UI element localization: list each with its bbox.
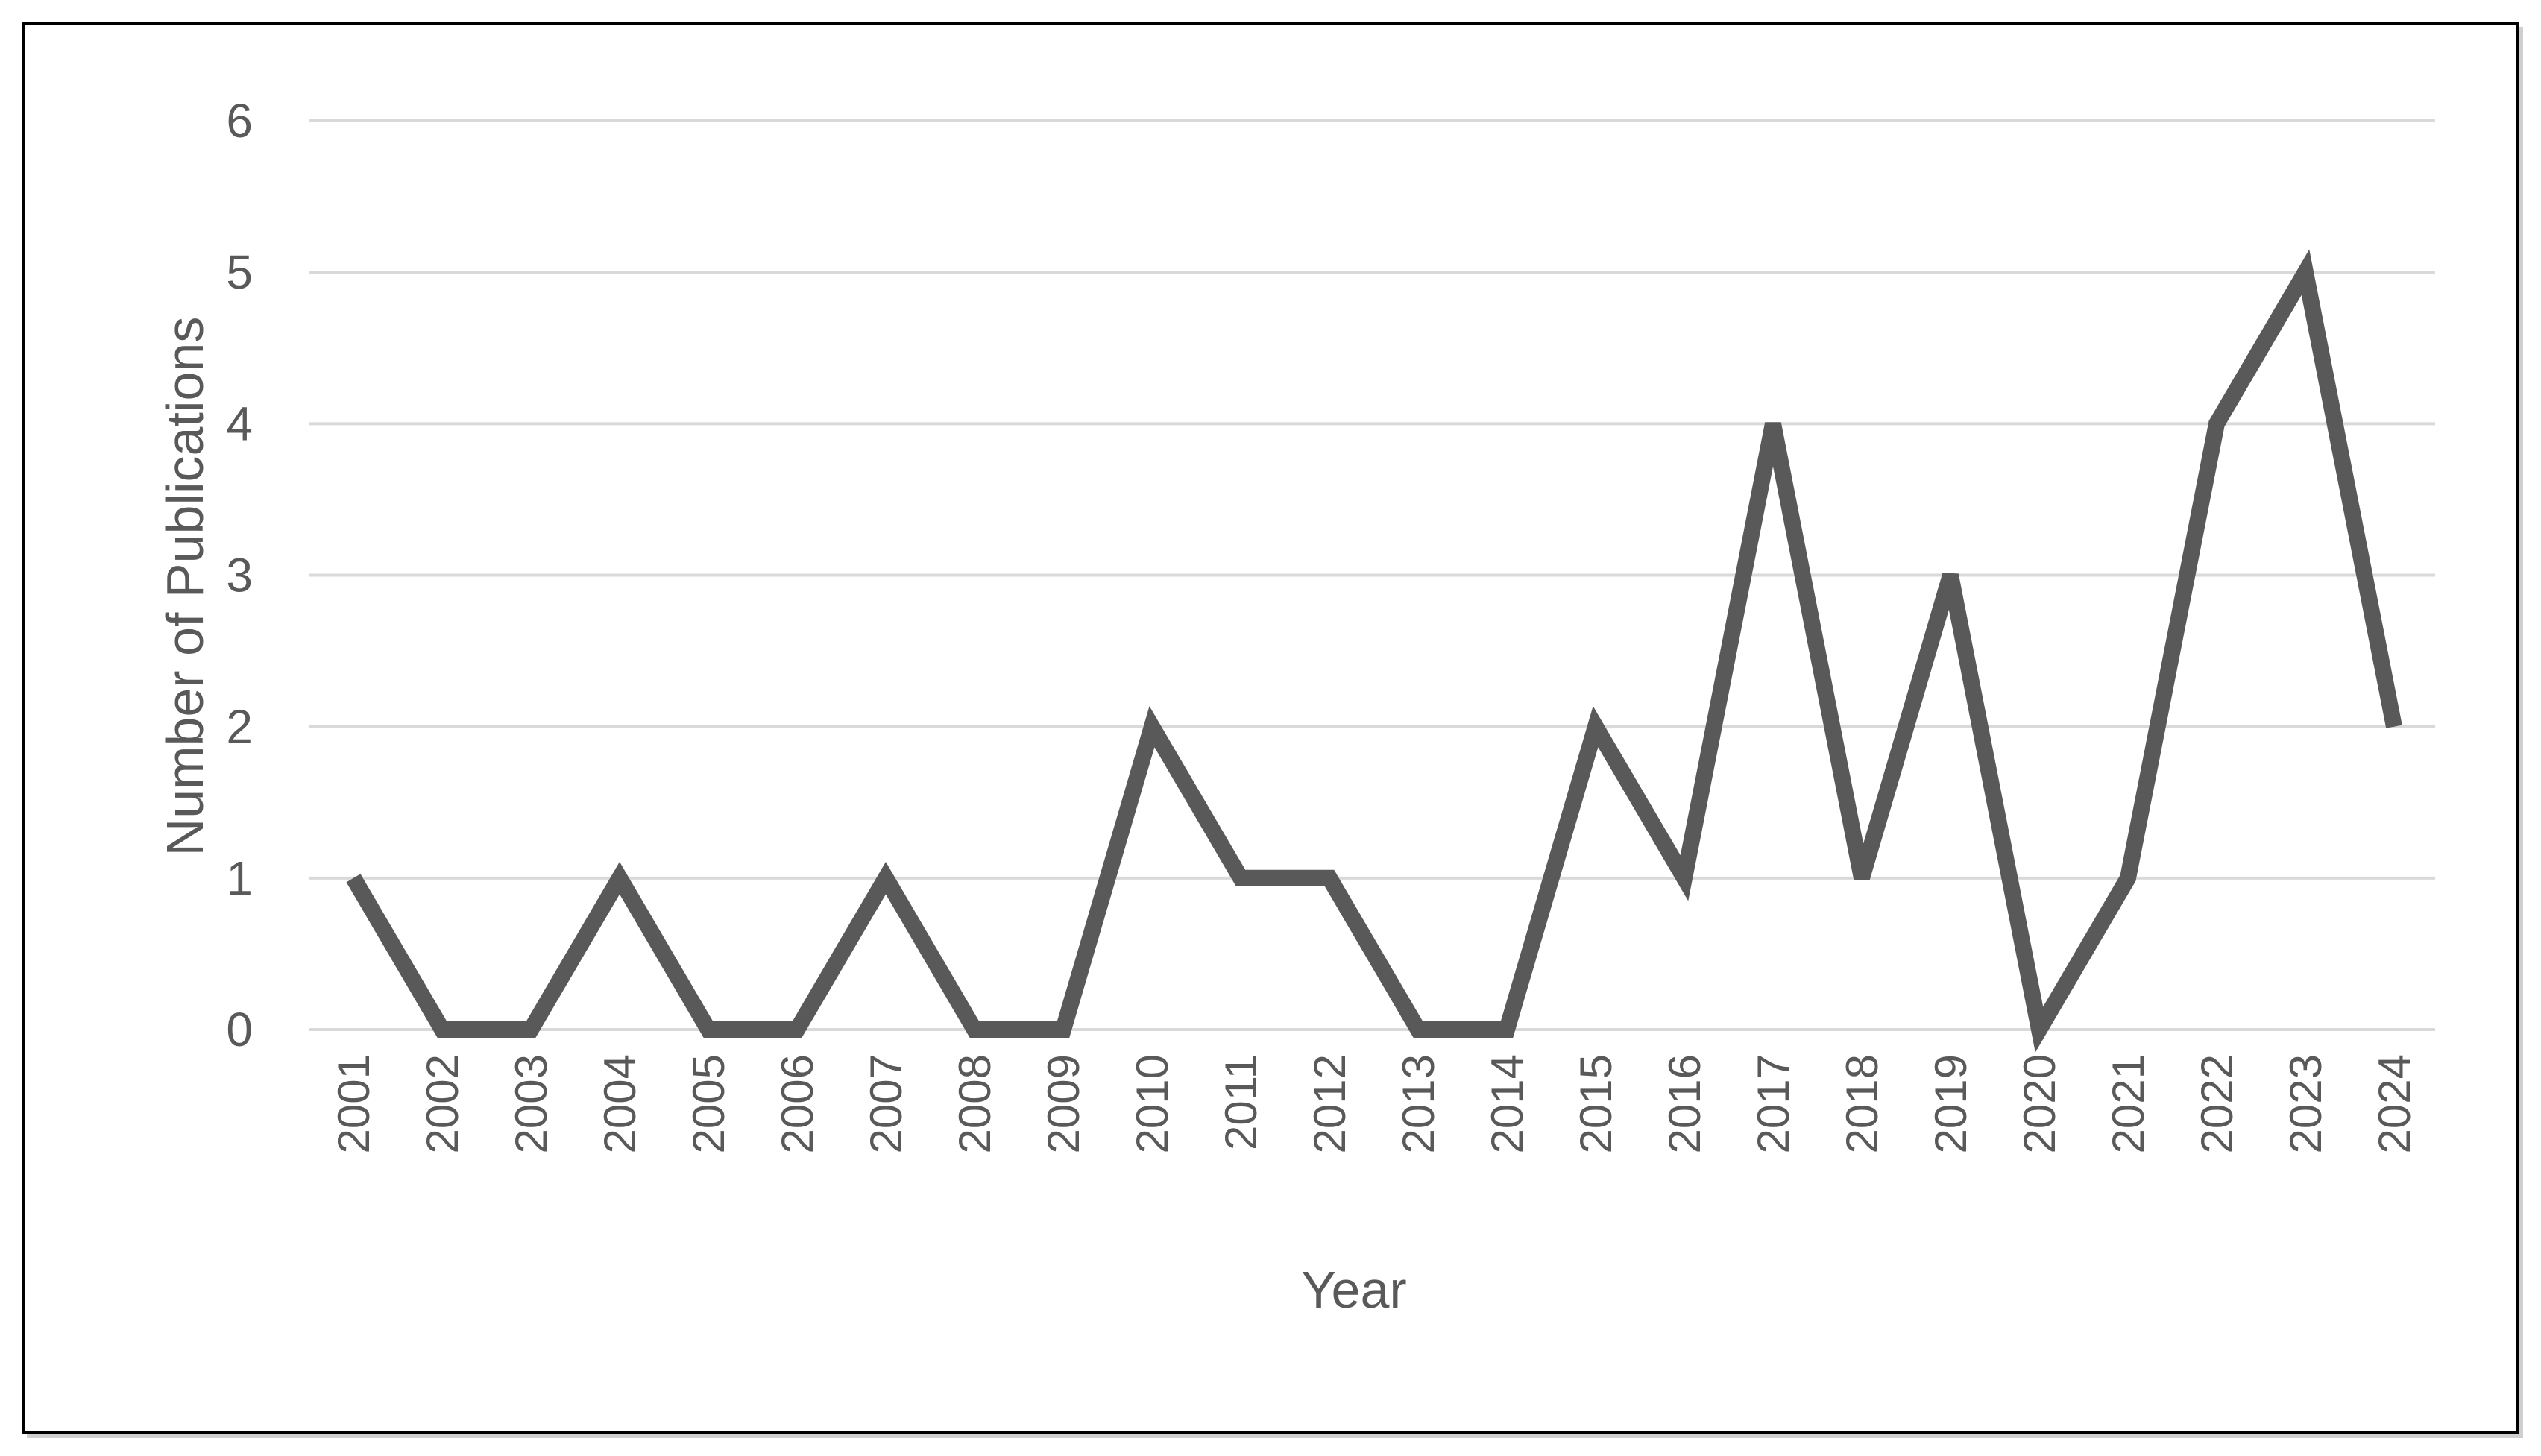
x-tick-label: 2011: [1216, 1054, 1266, 1150]
x-tick-label: 2004: [595, 1054, 645, 1153]
x-tick-label: 2019: [1926, 1054, 1976, 1153]
x-tick-label: 2014: [1482, 1054, 1532, 1153]
data-point-2024: [2393, 726, 2395, 728]
x-tick-label: 2005: [684, 1054, 734, 1153]
y-axis-title: Number of Publications: [156, 317, 214, 857]
line-chart: 0 1 2 3 4 5 6 2001 2002 2003 2004 2005 2006 2007 2008…: [156, 94, 2435, 1319]
chart-frame: 0 1 2 3 4 5 6 2001 2002 2003 2004 2005 2006 2007 2008…: [22, 22, 2519, 1434]
x-tick-label: 2015: [1571, 1054, 1621, 1153]
y-axis-ticks: 0 1 2 3 4 5 6: [226, 94, 253, 1056]
data-point-2016: [1684, 877, 1685, 879]
data-point-2019: [1950, 575, 1951, 576]
y-tick-label: 1: [226, 851, 253, 905]
data-point-2017: [1772, 423, 1774, 424]
x-tick-label: 2021: [2103, 1054, 2153, 1153]
series-line-0: [346, 249, 2402, 1053]
y-tick-label: 5: [226, 245, 253, 299]
x-tick-label: 2024: [2370, 1054, 2419, 1153]
x-tick-label: 2006: [772, 1054, 822, 1153]
x-tick-label: 2001: [329, 1054, 379, 1153]
data-point-2012: [1329, 877, 1330, 879]
data-point-2007: [885, 877, 887, 879]
x-tick-label: 2023: [2281, 1054, 2331, 1153]
x-tick-label: 2008: [950, 1054, 1000, 1153]
gridlines: [309, 119, 2435, 1031]
x-axis-title: Year: [1301, 1261, 1406, 1319]
series-layer: [346, 249, 2402, 1053]
y-tick-label: 0: [226, 1003, 253, 1056]
x-tick-label: 2003: [506, 1054, 556, 1153]
data-point-2001: [353, 877, 354, 879]
x-tick-label: 2022: [2192, 1054, 2242, 1153]
x-tick-label: 2002: [418, 1054, 467, 1153]
x-tick-label: 2012: [1305, 1054, 1355, 1153]
x-tick-label: 2007: [861, 1054, 911, 1153]
x-axis-ticks: 2001 2002 2003 2004 2005 2006 2007 2008 2009 2010…: [329, 1054, 2419, 1153]
x-tick-label: 2009: [1039, 1054, 1089, 1153]
x-tick-label: 2017: [1748, 1054, 1798, 1153]
data-point-2021: [2127, 877, 2129, 879]
data-point-2018: [1861, 877, 1863, 879]
y-tick-label: 3: [226, 549, 253, 602]
y-tick-label: 2: [226, 700, 253, 754]
y-tick-label: 6: [226, 94, 253, 148]
x-tick-label: 2010: [1127, 1054, 1177, 1153]
x-tick-label: 2016: [1660, 1054, 1710, 1153]
y-tick-label: 4: [226, 397, 253, 450]
data-point-2010: [1151, 726, 1153, 728]
x-tick-label: 2013: [1394, 1054, 1443, 1153]
data-point-2023: [2305, 271, 2306, 273]
x-tick-label: 2018: [1837, 1054, 1887, 1153]
x-tick-label: 2020: [2015, 1054, 2065, 1153]
